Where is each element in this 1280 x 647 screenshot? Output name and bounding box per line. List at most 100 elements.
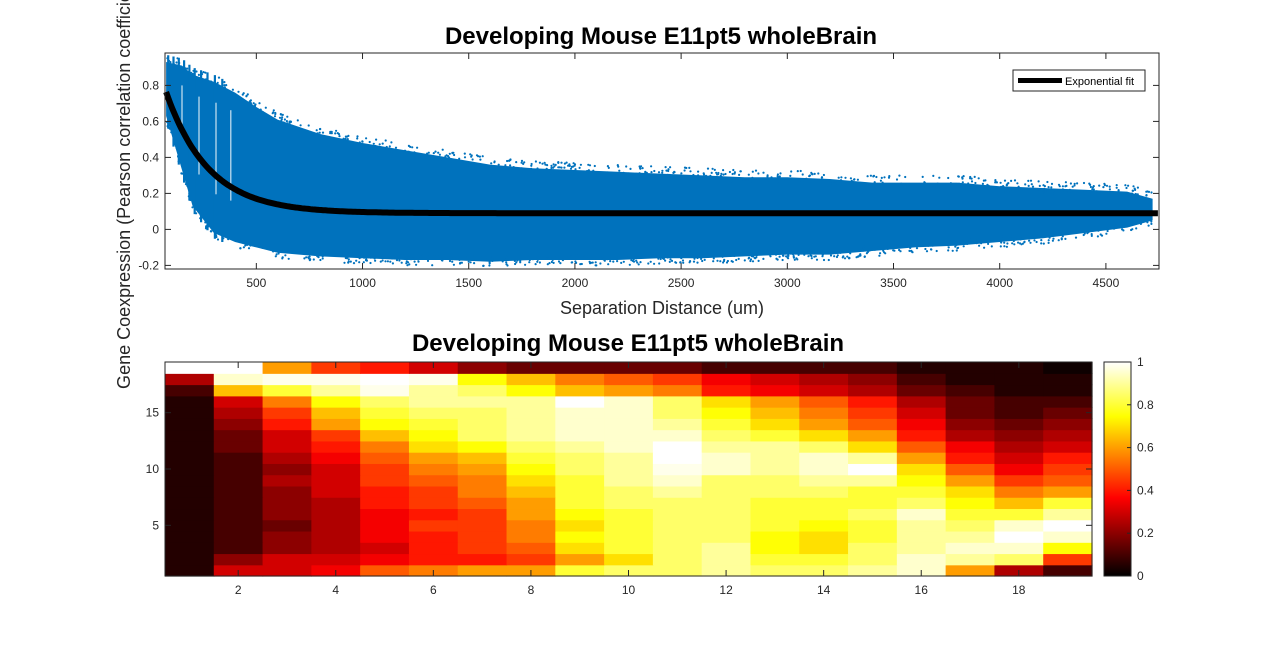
heatmap-cell [701, 429, 752, 442]
scatter-point [1011, 242, 1014, 245]
scatter-point [1126, 194, 1129, 198]
scatter-point [1089, 185, 1092, 189]
scatter-point [479, 158, 482, 161]
heatmap-cell [604, 508, 654, 521]
scatter-point [660, 175, 663, 178]
scatter-point [705, 252, 709, 255]
scatter-x-label: Separation Distance (um) [560, 298, 764, 318]
scatter-point [751, 176, 754, 179]
heatmap-cell [311, 463, 361, 476]
heatmap-cell [848, 542, 898, 555]
scatter-point [470, 154, 473, 157]
heatmap-cell [652, 463, 703, 476]
scatter-point [785, 255, 788, 258]
scatter-point [594, 261, 597, 264]
scatter-point [536, 258, 539, 261]
scatter-point [822, 178, 825, 181]
scatter-point [884, 252, 887, 255]
scatter-point [836, 254, 839, 257]
heatmap-cell [604, 418, 654, 431]
heatmap-cell [848, 519, 898, 532]
scatter-point [844, 176, 847, 179]
heatmap-cell [165, 542, 215, 555]
scatter-point [545, 257, 548, 260]
y-tick-label: 0.2 [142, 186, 159, 200]
scatter-point [817, 182, 820, 185]
heatmap-cell [701, 463, 752, 476]
scatter-point [931, 183, 934, 186]
heatmap-cell [994, 384, 1044, 397]
heatmap-cell [262, 553, 312, 566]
scatter-point [1009, 190, 1012, 193]
scatter-point [730, 180, 734, 183]
x-tick-label: 3500 [880, 276, 907, 290]
heatmap-cell [262, 418, 312, 431]
heatmap-cell [555, 497, 605, 510]
scatter-point [497, 163, 500, 166]
scatter-point [674, 255, 678, 258]
scatter-point [482, 264, 485, 267]
heatmap-cell [262, 373, 312, 386]
scatter-point [516, 259, 519, 262]
scatter-point [931, 186, 935, 189]
scatter-point [363, 256, 366, 259]
scatter-point [538, 261, 542, 264]
scatter-point [409, 145, 412, 148]
scatter-point [417, 260, 420, 263]
scatter-point [1031, 235, 1034, 238]
heatmap-cell [311, 508, 361, 521]
scatter-point [530, 164, 533, 167]
scatter-point [560, 161, 563, 164]
heatmap-cell [945, 429, 996, 442]
scatter-point [649, 260, 652, 263]
scatter-point [669, 258, 672, 261]
scatter-point [428, 156, 431, 159]
scatter-point [398, 259, 401, 262]
heatmap-cell [945, 564, 996, 577]
scatter-point [599, 262, 602, 265]
heatmap-cell [896, 530, 947, 543]
heatmap-cell [165, 519, 215, 532]
scatter-point [908, 249, 911, 252]
scatter-point [1071, 185, 1074, 188]
heatmap-cell [555, 440, 605, 453]
heatmap-cell [652, 395, 703, 408]
scatter-point [1047, 186, 1050, 189]
scatter-point [712, 257, 715, 260]
heatmap-cell [994, 452, 1044, 464]
scatter-point [319, 258, 322, 262]
scatter-point [827, 258, 830, 262]
scatter-point [808, 248, 811, 252]
heatmap-cell [555, 564, 605, 577]
heatmap-x-tick-label: 4 [332, 583, 339, 597]
scatter-point [657, 257, 660, 260]
scatter-point [674, 175, 678, 179]
scatter-point [522, 162, 525, 165]
scatter-point [272, 111, 275, 114]
heatmap-cell [262, 485, 312, 498]
scatter-point [1115, 186, 1118, 189]
heatmap-cell [1043, 508, 1093, 521]
scatter-point [337, 133, 341, 136]
scatter-point [650, 165, 653, 168]
scatter-point [556, 170, 559, 173]
scatter-point [523, 257, 526, 260]
scatter-point [947, 246, 950, 249]
scatter-point [650, 171, 653, 174]
scatter-point [394, 146, 398, 149]
scatter-point [746, 250, 749, 253]
heatmap-cell [799, 407, 849, 419]
scatter-point [1115, 184, 1118, 187]
scatter-point [589, 262, 592, 265]
heatmap-cell [311, 452, 361, 464]
colorbar-tick-label: 0.8 [1137, 398, 1154, 412]
scatter-point [554, 163, 557, 166]
scatter-point [447, 156, 451, 159]
scatter-point [797, 248, 800, 251]
scatter-point [385, 145, 388, 149]
scatter-point [879, 252, 882, 255]
scatter-point [1065, 191, 1068, 194]
heatmap-cell [311, 474, 361, 487]
heatmap-cell [555, 508, 605, 521]
scatter-point [1003, 241, 1006, 244]
